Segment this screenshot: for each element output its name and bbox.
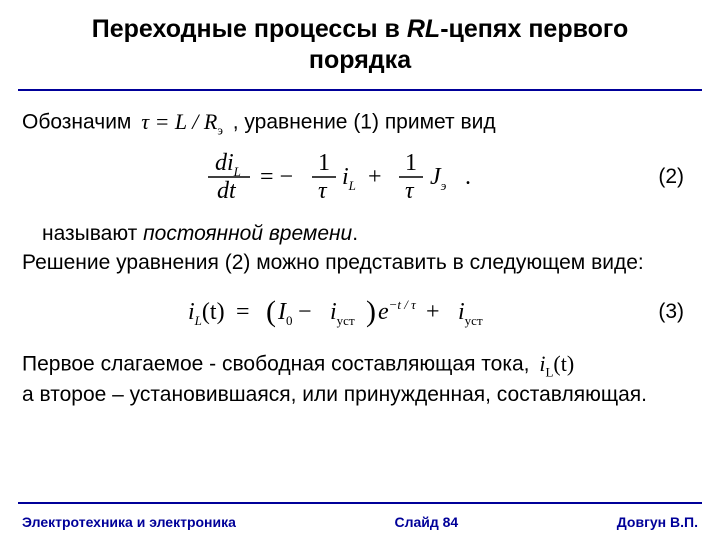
svg-text:=: = [236, 299, 250, 325]
para-time-constant: называют постоянной времени. Решение ура… [22, 220, 698, 277]
inline-arg: (t) [553, 351, 574, 376]
para3-a: Первое слагаемое - свободная составляюща… [22, 353, 535, 376]
svg-text:1: 1 [318, 150, 330, 176]
para2-a: называют [42, 222, 143, 245]
para2-a-end: . [352, 222, 358, 245]
tau-expr: τ = L / R [141, 109, 217, 134]
equation-3-block: iL(t) = ( I0 − iуст ) e−t / τ + iуст (3) [22, 291, 698, 333]
para2-b: Решение уравнения (2) можно представить … [22, 249, 698, 277]
svg-text:(: ( [266, 295, 276, 328]
footer-left: Электротехника и электроника [22, 514, 236, 530]
equation-2-block: diL dt = − 1 τ iL + 1 τ Jэ . [22, 148, 698, 206]
svg-text:Jэ: Jэ [430, 164, 447, 193]
footer-center: Слайд 84 [394, 514, 458, 530]
svg-text:iуст: iуст [458, 299, 483, 328]
svg-text:iL: iL [342, 164, 356, 193]
eq2-number: (2) [658, 163, 684, 191]
svg-text:1: 1 [405, 150, 417, 176]
tau-definition: τ = L / Rэ [141, 107, 223, 139]
tau-sub: э [217, 122, 223, 137]
svg-text:+: + [426, 299, 440, 325]
svg-text:= −: = − [260, 164, 293, 190]
footer-right: Довгун В.П. [617, 514, 698, 530]
footer: Электротехника и электроника Слайд 84 До… [22, 514, 698, 530]
svg-text:iуст: iуст [330, 299, 355, 328]
svg-text:): ) [366, 295, 376, 328]
para2-ital: постоянной времени [143, 222, 352, 245]
eq3-number: (3) [658, 298, 684, 326]
content-area: Обозначим τ = L / Rэ , уравнение (1) при… [0, 91, 720, 410]
svg-text:e−t / τ: e−t / τ [378, 297, 417, 325]
word-uravnenie: , уравнение (1) примет вид [233, 110, 496, 133]
svg-text:τ: τ [318, 178, 328, 204]
svg-text:I0: I0 [277, 299, 293, 328]
bottom-divider [18, 502, 702, 504]
para-components: Первое слагаемое - свободная составляюща… [22, 349, 698, 409]
intro-line: Обозначим τ = L / Rэ , уравнение (1) при… [22, 107, 698, 139]
word-oboznachim: Обозначим [22, 110, 131, 133]
slide-title: Переходные процессы в RL-цепях первого п… [0, 0, 720, 85]
para3-b: а второе – установившаяся, или принужден… [22, 381, 698, 409]
svg-text:iL(t): iL(t) [188, 299, 225, 328]
svg-text:−: − [298, 299, 312, 325]
svg-text:.: . [465, 164, 471, 190]
equation-3: iL(t) = ( I0 − iуст ) e−t / τ + iуст [180, 291, 540, 333]
title-ital: RL [407, 15, 440, 43]
inline-iL: iL(t) [539, 349, 574, 381]
title-pre: Переходные процессы в [92, 15, 407, 43]
svg-text:+: + [368, 164, 382, 190]
svg-text:τ: τ [405, 178, 415, 204]
svg-text:dt: dt [217, 178, 237, 204]
svg-text:diL: diL [215, 150, 241, 179]
equation-2: diL dt = − 1 τ iL + 1 τ Jэ . [190, 148, 530, 206]
